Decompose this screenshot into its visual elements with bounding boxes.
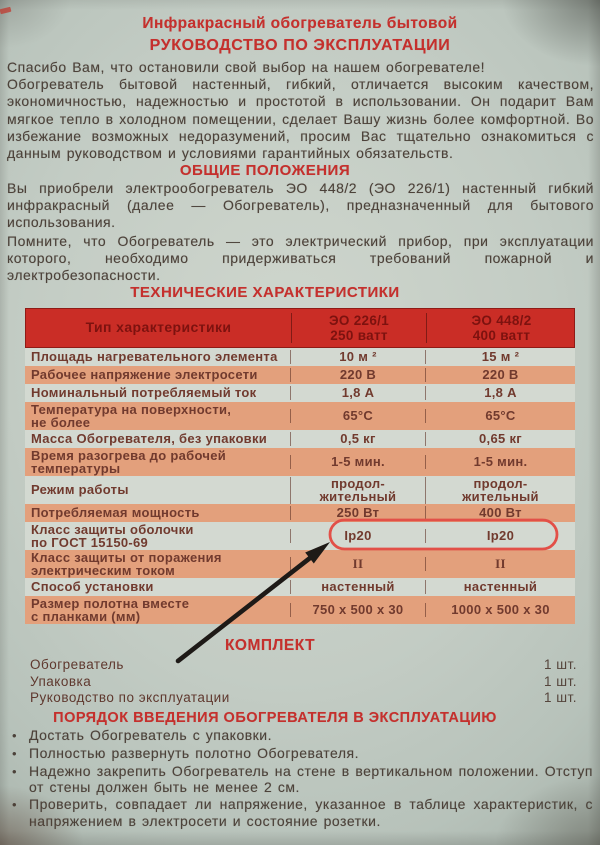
spec-label: Класс защиты от поражения электрическим … — [31, 549, 222, 578]
specs-table: Тип характеристики ЭО 226/1 250 ватт ЭО … — [25, 308, 575, 624]
general-paragraph-1: Вы приобрели электрообогреватель ЭО 448/… — [7, 180, 594, 231]
section-heading-startup: ПОРЯДОК ВВЕДЕНИЯ ОБОГРЕВАТЕЛЯ В ЭКСПЛУАТ… — [53, 710, 497, 726]
table-header-row: Тип характеристики ЭО 226/1 250 ватт ЭО … — [25, 308, 575, 348]
spec-row: Номинальный потребляемый ток 1,8 А 1,8 А — [25, 384, 575, 402]
table-header-model-400w: ЭО 448/2 400 ватт — [426, 313, 576, 343]
section-heading-kit: КОМПЛЕКТ — [224, 637, 316, 654]
spec-label: Режим работы — [31, 482, 129, 498]
spec-value-400w: II — [425, 557, 575, 571]
intro-thanks-line: Спасибо Вам, что остановили свой выбор н… — [7, 59, 485, 75]
bullet-item: • Полностью развернуть полотно Обогревате… — [12, 745, 593, 763]
bullet-item-text: Полностью развернуть полотно Обогревател… — [29, 744, 359, 761]
document-subtitle: РУКОВОДСТВО ПО ЭКСПЛУАТАЦИИ — [149, 37, 451, 54]
spec-value-250w: 220 В — [290, 368, 425, 382]
kit-item-label: Упаковка — [30, 673, 92, 689]
specs-table-body: Площадь нагревательного элемента 10 м ² 15… — [25, 348, 575, 624]
kit-item-label: Руководство по эксплуатации — [30, 690, 230, 705]
section-heading-general: ОБЩИЕ ПОЛОЖЕНИЯ — [179, 162, 351, 179]
spec-row: Способ установки настенный настенный — [25, 578, 575, 596]
spec-value-400w: 1,8 А — [425, 386, 575, 400]
bullet-icon: • — [12, 797, 18, 813]
spec-value-400w: Ip20 — [425, 529, 575, 543]
spec-label: Температура на поверхности, не более — [31, 401, 232, 430]
bullet-icon: • — [12, 745, 18, 761]
kit-item-qty: 1 шт. — [543, 673, 577, 689]
section-heading-specs: ТЕХНИЧЕСКИЕ ХАРАКТЕРИСТИКИ — [130, 284, 400, 301]
spec-value-400w: 1-5 мин. — [425, 455, 575, 469]
document-title: Инфракрасный обогреватель бытовой — [142, 15, 458, 32]
spec-label: Класс защиты оболочки по ГОСТ 15150-69 — [31, 521, 194, 550]
spec-value-250w: 0,5 кг — [290, 432, 425, 446]
bullet-item: • Достать Обогреватель с упаковки. — [12, 727, 593, 745]
spec-value-250w: 65°С — [290, 409, 425, 423]
spec-label: Номинальный потребляемый ток — [31, 385, 257, 401]
bullet-icon: • — [12, 763, 18, 779]
spec-value-400w: настенный — [425, 580, 575, 594]
kit-item-qty: 1 шт. — [543, 690, 577, 705]
kit-item: Упаковка 1 шт. — [30, 674, 577, 691]
spec-value-250w: II — [290, 557, 425, 571]
kit-item: Руководство по эксплуатации 1 шт. — [30, 690, 577, 707]
spec-value-400w: 400 Вт — [425, 506, 575, 520]
spec-label: Площадь нагревательного элемента — [31, 349, 278, 365]
spec-value-250w: Ip20 — [290, 529, 425, 543]
spec-value-400w: 15 м ² — [425, 350, 575, 364]
bullet-item: • Проверить, совпадает ли напряжение, ука… — [12, 796, 593, 830]
photo-artifact-mark — [0, 6, 12, 15]
spec-row: Класс защиты от поражения электрическим … — [25, 550, 575, 578]
spec-row: Рабочее напряжение электросети 220 В 220 В — [25, 366, 575, 384]
spec-row: Масса Обогревателя, без упаковки 0,5 кг 0,… — [25, 430, 575, 448]
startup-list: • Достать Обогреватель с упаковки. • Полнос… — [12, 727, 593, 830]
spec-label: Время разогрева до рабочей температуры — [31, 447, 227, 476]
spec-value-250w: 1-5 мин. — [290, 455, 425, 469]
kit-item-label: Обогреватель — [30, 657, 124, 672]
spec-value-250w: 750 x 500 x 30 — [290, 603, 425, 617]
spec-value-400w: 1000 x 500 x 30 — [425, 603, 575, 617]
spec-value-400w: 65°С — [425, 409, 575, 423]
spec-label: Потребляемая мощность — [31, 505, 200, 521]
intro-body-text: Обогреватель бытовой настенный, гибкий, … — [7, 76, 594, 162]
spec-value-400w: продол- жительный — [425, 476, 575, 504]
spec-row: Размер полотна вместе с планками (мм) 750… — [25, 596, 575, 624]
spec-value-400w: 220 В — [425, 368, 575, 382]
spec-row: Режим работы продол- жительный продол- жит… — [25, 476, 575, 504]
bullet-item: • Надежно закрепить Обогреватель на стене… — [12, 763, 593, 797]
spec-row: Площадь нагревательного элемента 10 м ² 15… — [25, 348, 575, 366]
spec-value-250w: 10 м ² — [290, 350, 425, 364]
spec-row: Потребляемая мощность 250 Вт 400 Вт — [25, 504, 575, 522]
spec-value-250w: продол- жительный — [290, 476, 425, 504]
kit-item-qty: 1 шт. — [543, 657, 577, 672]
table-header-type: Тип характеристики — [85, 319, 232, 336]
spec-value-250w: 1,8 А — [290, 386, 425, 400]
spec-label: Способ установки — [31, 579, 154, 595]
bullet-item-text: Достать Обогреватель с упаковки. — [29, 727, 273, 743]
spec-value-250w: настенный — [290, 580, 425, 594]
spec-value-250w: 250 Вт — [290, 506, 425, 520]
bullet-icon: • — [12, 728, 18, 743]
bullet-item-text: Проверить, совпадает ли напряжение, указ… — [29, 796, 593, 829]
spec-row: Класс защиты оболочки по ГОСТ 15150-69 Ip… — [25, 522, 575, 550]
general-paragraph-2: Помните, что Обогреватель — это электрич… — [7, 233, 594, 284]
bullet-item-text: Надежно закрепить Обогреватель на стене … — [29, 762, 593, 796]
kit-list: Обогреватель 1 шт. Упаковка 1 шт. Руководств… — [30, 657, 577, 707]
spec-label: Размер полотна вместе с планками (мм) — [31, 595, 190, 624]
intro-paragraph: Спасибо Вам, что остановили свой выбор н… — [7, 59, 594, 162]
spec-label: Масса Обогревателя, без упаковки — [31, 431, 268, 447]
spec-row: Температура на поверхности, не более 65°С… — [25, 402, 575, 430]
table-header-model-250w: ЭО 226/1 250 ватт — [291, 313, 426, 343]
kit-item: Обогреватель 1 шт. — [30, 657, 577, 674]
spec-label: Рабочее напряжение электросети — [31, 367, 258, 383]
spec-value-400w: 0,65 кг — [425, 432, 575, 446]
spec-row: Время разогрева до рабочей температуры 1-… — [25, 448, 575, 476]
